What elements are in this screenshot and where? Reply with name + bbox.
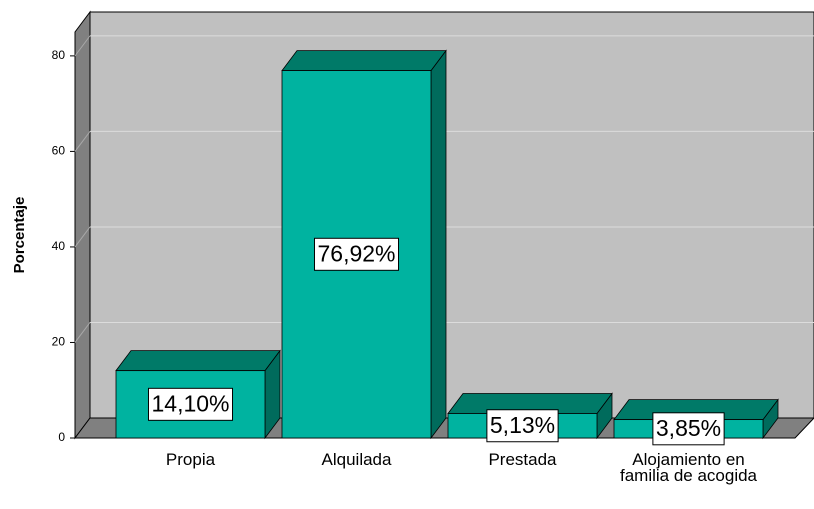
left-wall: [74, 10, 91, 440]
value-label: 76,92%: [317, 240, 395, 266]
y-tick-label: 20: [52, 335, 66, 349]
value-label-box: [486, 409, 559, 443]
value-label-box: [147, 387, 234, 421]
value-label-box: [652, 412, 725, 446]
grid-line: [74, 131, 91, 152]
x-tick-label: Alojamiento en familia de acogida: [619, 450, 758, 485]
x-tick-label: Propia: [165, 450, 216, 469]
grid-line: [74, 35, 91, 57]
value-label: 3,85%: [656, 415, 721, 441]
value-label: 5,13%: [490, 412, 555, 438]
value-label: 14,10%: [151, 390, 229, 416]
value-label-box: [313, 237, 400, 271]
bar-top: [281, 50, 447, 71]
grid-line: [74, 226, 91, 248]
y-tick-label: 0: [58, 430, 65, 444]
x-tick-label: Prestada: [488, 450, 557, 469]
grid-line: [74, 322, 91, 343]
y-axis-title: Porcentaje: [11, 197, 28, 274]
y-tick-label: 40: [52, 239, 66, 253]
x-tick-label: Alquilada: [321, 450, 392, 469]
y-tick-label: 80: [52, 48, 66, 62]
y-tick-label: 60: [52, 144, 66, 158]
bar-top: [115, 350, 281, 372]
bar-side: [430, 49, 447, 440]
